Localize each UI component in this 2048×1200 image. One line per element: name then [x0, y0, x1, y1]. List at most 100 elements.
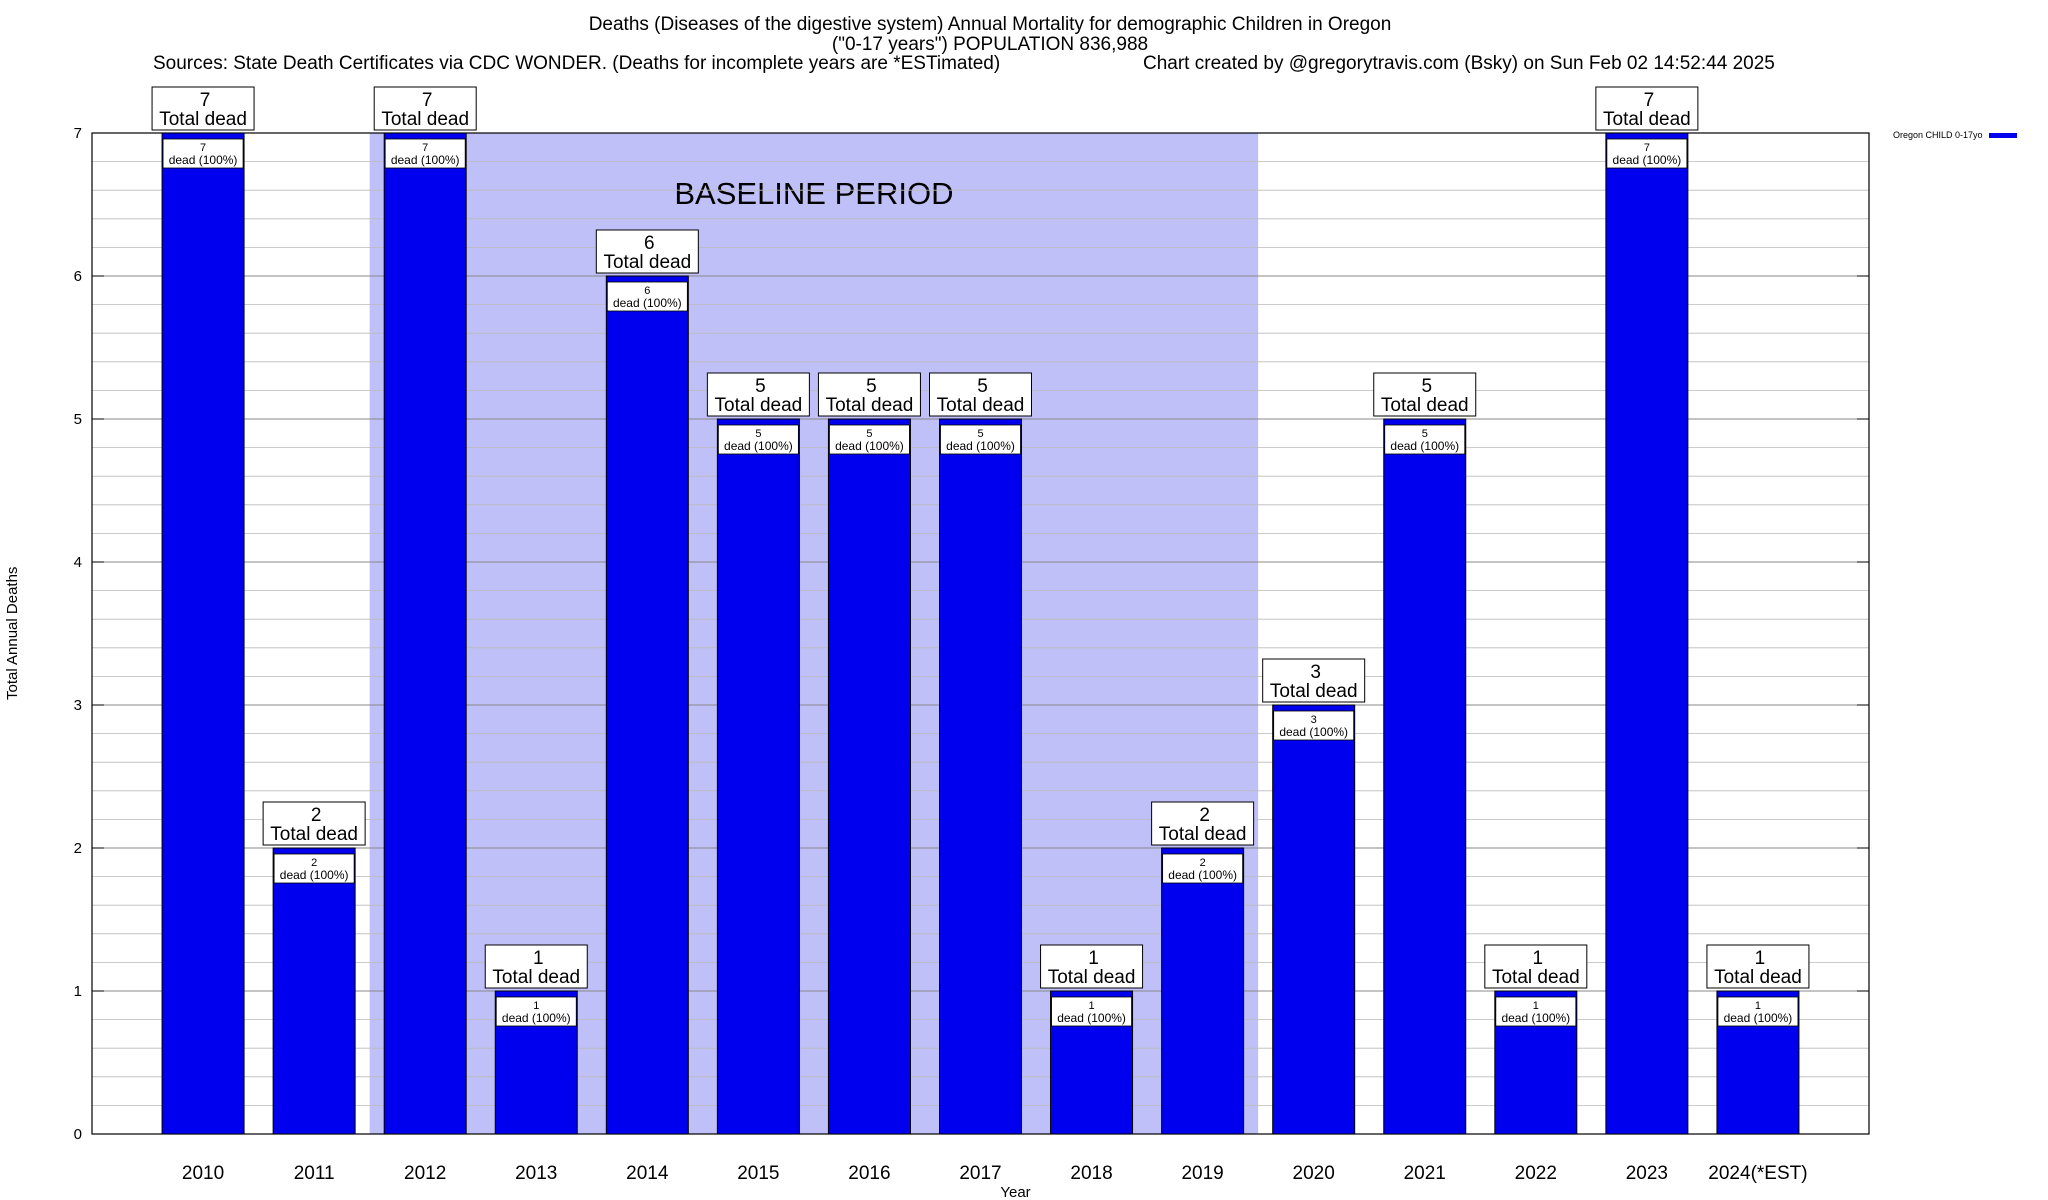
top-total-label: Total dead	[1381, 395, 1469, 416]
top-label-box	[1040, 944, 1144, 989]
bar	[383, 132, 467, 1135]
inner-value-label: 7	[422, 142, 428, 154]
top-label-box	[595, 229, 699, 274]
top-total-label: Total dead	[715, 395, 803, 416]
top-label-box	[1484, 944, 1588, 989]
inner-label-box	[1717, 996, 1799, 1027]
inner-label-box	[162, 138, 244, 169]
x-tick-label: 2019	[1181, 1163, 1223, 1184]
inner-label-box	[495, 996, 577, 1027]
inner-value-label: 5	[977, 428, 983, 440]
inner-percent-label: dead (100%)	[946, 439, 1015, 453]
top-total-label: Total dead	[492, 967, 580, 988]
bar	[827, 418, 911, 1135]
x-tick-label: 2021	[1404, 1163, 1446, 1184]
inner-label-box	[384, 138, 466, 169]
inner-label-box	[1273, 710, 1355, 741]
top-value-label: 1	[1088, 948, 1099, 969]
inner-label-box	[606, 281, 688, 312]
inner-value-label: 1	[1755, 1000, 1761, 1012]
inner-label-box	[273, 853, 355, 884]
x-tick-label: 2023	[1626, 1163, 1668, 1184]
inner-label-box	[1051, 996, 1132, 1027]
top-label-box	[1151, 801, 1255, 846]
inner-percent-label: dead (100%)	[1057, 1011, 1126, 1025]
x-tick-label: 2022	[1515, 1163, 1557, 1184]
top-label-box	[262, 801, 366, 846]
inner-value-label: 7	[200, 142, 206, 154]
inner-value-label: 5	[755, 428, 761, 440]
bar	[1383, 418, 1467, 1135]
x-tick-label: 2010	[182, 1163, 224, 1184]
top-total-label: Total dead	[826, 395, 914, 416]
inner-value-label: 5	[1422, 428, 1428, 440]
inner-value-label: 1	[1089, 1000, 1095, 1012]
y-tick-label: 1	[74, 983, 82, 1000]
top-label-box	[484, 944, 588, 989]
inner-label-box	[1162, 853, 1244, 884]
top-total-label: Total dead	[1048, 967, 1136, 988]
chart-title: Deaths (Diseases of the digestive system…	[588, 14, 1392, 35]
top-value-label: 5	[866, 376, 877, 397]
y-tick-label: 7	[74, 125, 82, 142]
x-tick-label: 2015	[737, 1163, 779, 1184]
inner-value-label: 7	[1644, 142, 1650, 154]
top-value-label: 5	[1421, 376, 1432, 397]
y-tick-label: 3	[74, 697, 82, 714]
top-label-box	[929, 372, 1032, 417]
inner-label-box	[1384, 424, 1466, 455]
inner-percent-label: dead (100%)	[1279, 725, 1348, 739]
top-total-label: Total dead	[1492, 967, 1580, 988]
inner-value-label: 6	[644, 285, 650, 297]
inner-percent-label: dead (100%)	[1390, 439, 1459, 453]
chart-subtitle: ("0-17 years") POPULATION 836,988	[831, 34, 1149, 55]
top-total-label: Total dead	[1270, 681, 1358, 702]
x-tick-label: 2016	[848, 1163, 890, 1184]
inner-label-box	[940, 424, 1021, 455]
y-tick-label: 2	[74, 840, 82, 857]
y-tick-label: 0	[74, 1126, 82, 1143]
top-value-label: 1	[533, 948, 544, 969]
top-label-box	[151, 86, 255, 131]
y-tick-label: 6	[74, 268, 82, 285]
x-tick-label: 2020	[1293, 1163, 1335, 1184]
bar	[939, 418, 1022, 1135]
top-total-label: Total dead	[1603, 109, 1691, 130]
top-total-label: Total dead	[937, 395, 1025, 416]
x-tick-label: 2014	[626, 1163, 669, 1184]
inner-percent-label: dead (100%)	[280, 868, 349, 882]
top-value-label: 5	[755, 376, 766, 397]
inner-percent-label: dead (100%)	[391, 153, 460, 167]
bar	[1605, 132, 1689, 1135]
top-value-label: 2	[311, 805, 322, 826]
top-total-label: Total dead	[381, 109, 469, 130]
inner-value-label: 1	[1533, 1000, 1539, 1012]
inner-percent-label: dead (100%)	[1613, 153, 1682, 167]
top-value-label: 2	[1199, 805, 1210, 826]
legend: Oregon CHILD 0-17yo	[1893, 130, 2017, 140]
x-tick-label: 2013	[515, 1163, 557, 1184]
inner-value-label: 2	[1200, 857, 1206, 869]
inner-value-label: 2	[311, 857, 317, 869]
top-value-label: 5	[977, 376, 988, 397]
top-value-label: 7	[422, 90, 433, 111]
x-tick-label: 2011	[294, 1163, 335, 1184]
legend-label: Oregon CHILD 0-17yo	[1893, 130, 1983, 140]
inner-percent-label: dead (100%)	[613, 296, 682, 310]
inner-percent-label: dead (100%)	[1501, 1011, 1570, 1025]
x-tick-label: 2024(*EST)	[1708, 1163, 1807, 1184]
top-total-label: Total dead	[1159, 824, 1247, 845]
legend-swatch	[1988, 133, 2017, 139]
inner-percent-label: dead (100%)	[1724, 1011, 1793, 1025]
top-total-label: Total dead	[603, 252, 691, 273]
inner-label-box	[1606, 138, 1688, 169]
top-label-box	[817, 372, 921, 417]
bar	[272, 847, 356, 1135]
top-value-label: 1	[1755, 948, 1766, 969]
inner-label-box	[717, 424, 799, 455]
inner-value-label: 1	[533, 1000, 539, 1012]
x-axis-label: Year	[1000, 1184, 1030, 1200]
bar	[605, 275, 689, 1135]
top-label-box	[1373, 372, 1477, 417]
